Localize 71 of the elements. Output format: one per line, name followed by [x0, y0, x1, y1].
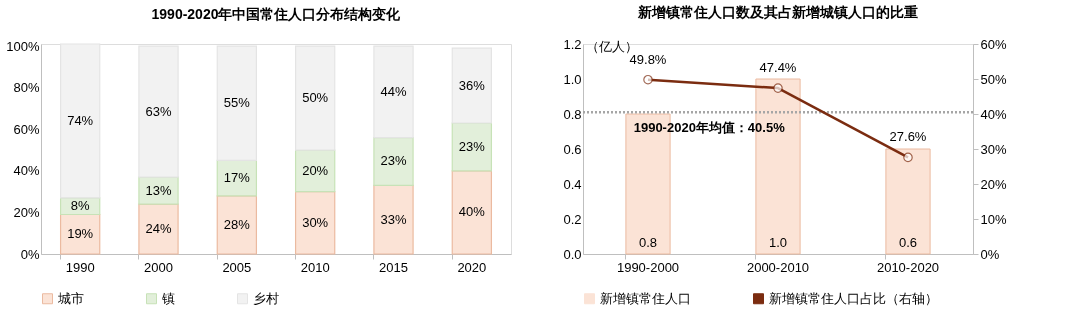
data-label: 47.4% [759, 60, 797, 76]
data-label: 19% [67, 226, 94, 242]
data-label: 23% [458, 138, 486, 154]
data-label: 30% [302, 214, 329, 230]
y-tick-label: 0% [20, 246, 40, 262]
y-tick-label: 0.6 [563, 141, 582, 157]
bar [373, 184, 414, 255]
legend-label: 新增镇常住人口占比（右轴） [769, 290, 938, 306]
data-label: 24% [145, 221, 172, 237]
x-tick-label: 2000-2010 [746, 259, 810, 275]
legend-label: 城市 [57, 290, 84, 306]
data-label: 0.6 [898, 235, 918, 250]
y-tick-label: 40% [13, 163, 40, 179]
y-axis-title: （亿人） [585, 38, 638, 54]
y-tick-label: 0.4 [563, 176, 582, 192]
y-tick-label: 0.0 [563, 246, 582, 262]
x-tick-label: 2020 [457, 259, 487, 275]
data-label: 17% [223, 170, 251, 186]
chart-title: 1990-2020年中国常住人口分布结构变化 [151, 6, 402, 23]
data-label: 49.8% [629, 51, 667, 67]
data-label: 55% [223, 95, 251, 111]
bar [294, 191, 336, 255]
y-tick-label: 80% [13, 80, 40, 96]
legend-label: 镇 [161, 290, 175, 306]
y-tick-label: 1.2 [563, 36, 582, 52]
x-tick-label: 2005 [222, 259, 252, 275]
ref-line-label: 1990-2020年均值：40.5% [633, 120, 786, 136]
y2-tick-label: 10% [980, 211, 1007, 227]
data-label: 20% [302, 162, 329, 178]
y-tick-label: 0.2 [563, 211, 582, 227]
bar [451, 170, 493, 255]
data-label: 44% [380, 83, 407, 99]
data-label: 50% [302, 90, 329, 106]
data-label: 40% [458, 204, 486, 220]
data-label: 74% [67, 112, 94, 128]
y2-tick-label: 50% [980, 71, 1007, 87]
x-tick-label: 1990-2000 [616, 259, 680, 275]
bar [885, 148, 931, 255]
point [903, 152, 913, 163]
data-label: 8% [70, 198, 90, 214]
y-tick-label: 0.8 [563, 106, 582, 122]
x-tick-label: 2010 [300, 259, 330, 275]
x-tick-label: 2010-2020 [876, 259, 940, 275]
bar [138, 203, 179, 255]
data-label: 23% [380, 153, 407, 169]
chart-title: 新增镇常住人口数及其占新增城镇人口的比重 [637, 4, 918, 20]
legend-label: 新增镇常住人口 [600, 290, 691, 306]
y2-tick-label: 20% [980, 176, 1007, 192]
y-tick-label: 60% [13, 121, 40, 137]
data-label: 1.0 [768, 235, 788, 250]
point [773, 83, 783, 93]
data-label: 13% [145, 182, 172, 198]
data-label: 27.6% [889, 129, 927, 145]
y2-tick-label: 40% [980, 106, 1007, 122]
point [643, 74, 653, 85]
data-label: 36% [458, 77, 486, 93]
x-tick-label: 2015 [379, 259, 408, 275]
y-tick-label: 100% [6, 38, 40, 54]
data-label: 63% [145, 103, 172, 119]
data-label: 33% [380, 211, 407, 227]
x-tick-label: 2000 [144, 259, 173, 275]
data-label: 0.8 [638, 235, 658, 250]
y2-tick-label: 60% [980, 36, 1007, 52]
y-tick-label: 1.0 [563, 71, 582, 87]
x-tick-label: 1990 [65, 259, 95, 275]
y-tick-label: 20% [13, 204, 40, 220]
data-label: 28% [223, 216, 251, 232]
y2-tick-label: 0% [980, 246, 1000, 262]
bar [216, 195, 258, 255]
y2-tick-label: 30% [980, 141, 1007, 157]
legend-label: 乡村 [253, 290, 279, 306]
